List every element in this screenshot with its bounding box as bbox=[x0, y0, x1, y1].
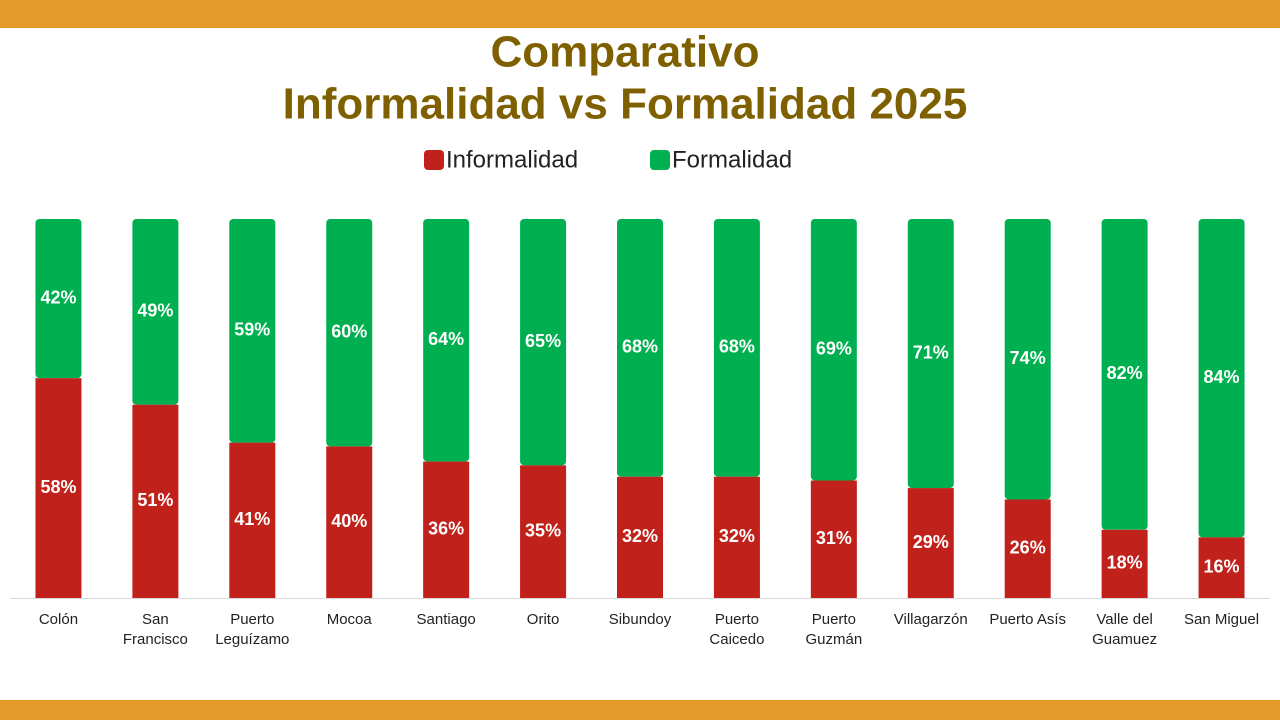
x-tick-label: Orito bbox=[526, 611, 560, 628]
bar-segment bbox=[229, 442, 276, 598]
x-tick-label: Villagarzón bbox=[893, 611, 968, 628]
bottom-band bbox=[0, 700, 1280, 720]
legend-swatch bbox=[424, 150, 444, 170]
value-label: 41% bbox=[234, 509, 270, 529]
value-label: 16% bbox=[1204, 556, 1240, 576]
x-tick-label: Valle del Guamuez bbox=[1092, 611, 1158, 648]
bar-segment bbox=[520, 219, 567, 466]
x-tick-label: Puerto Guzmán bbox=[805, 611, 863, 648]
chart-title: Comparativo bbox=[491, 28, 760, 77]
bar-segment bbox=[713, 476, 760, 598]
bar-segment bbox=[229, 219, 276, 443]
bar-segment bbox=[617, 476, 663, 598]
bar-segment bbox=[1198, 537, 1245, 598]
value-label: 68% bbox=[622, 337, 658, 357]
value-label: 60% bbox=[331, 321, 367, 341]
top-band bbox=[0, 0, 1280, 28]
value-label: 51% bbox=[137, 490, 173, 510]
value-label: 35% bbox=[525, 520, 561, 540]
bar-segment bbox=[132, 219, 179, 405]
value-label: 74% bbox=[1010, 348, 1046, 368]
bar-segment bbox=[713, 219, 760, 477]
bar-segment bbox=[1004, 219, 1051, 500]
x-tick-label: Sibundoy bbox=[608, 611, 672, 628]
legend-label: Informalidad bbox=[446, 146, 578, 173]
value-label: 32% bbox=[622, 526, 658, 546]
value-label: 29% bbox=[913, 532, 949, 552]
value-label: 36% bbox=[428, 519, 464, 539]
x-tick-label: Puerto Asís bbox=[989, 611, 1067, 628]
value-label: 18% bbox=[1107, 553, 1143, 573]
bar-segment bbox=[1004, 499, 1051, 598]
value-label: 32% bbox=[719, 526, 755, 546]
bar-segment bbox=[326, 446, 373, 598]
bar-segment bbox=[1101, 219, 1148, 530]
x-tick-label: Colón bbox=[38, 611, 79, 628]
x-tick-label: Puerto Leguízamo bbox=[215, 611, 290, 648]
bar-segment bbox=[423, 219, 470, 462]
bar-segment bbox=[617, 219, 663, 477]
value-label: 42% bbox=[40, 287, 76, 307]
bar-segment bbox=[907, 488, 954, 598]
legend-swatch bbox=[650, 150, 670, 170]
value-label: 69% bbox=[816, 339, 852, 359]
bar-segment bbox=[1101, 529, 1148, 598]
bar-segment bbox=[35, 219, 82, 379]
value-label: 26% bbox=[1010, 537, 1046, 557]
x-tick-label: Santiago bbox=[416, 611, 476, 628]
value-label: 64% bbox=[428, 329, 464, 349]
value-label: 71% bbox=[913, 342, 949, 362]
bar-segment bbox=[132, 404, 179, 598]
x-tick-label: San Miguel bbox=[1184, 611, 1260, 628]
bar-segment bbox=[810, 480, 857, 598]
bar-segment bbox=[35, 378, 82, 598]
value-label: 31% bbox=[816, 528, 852, 548]
value-label: 82% bbox=[1107, 363, 1143, 383]
value-label: 58% bbox=[40, 477, 76, 497]
x-tick-label: Puerto Caicedo bbox=[709, 611, 765, 648]
x-tick-label: San Francisco bbox=[122, 611, 188, 648]
value-label: 49% bbox=[137, 301, 173, 321]
value-label: 40% bbox=[331, 511, 367, 531]
x-tick-label: Mocoa bbox=[326, 611, 372, 628]
value-label: 59% bbox=[234, 320, 270, 340]
bar-segment bbox=[326, 219, 373, 447]
legend-label: Formalidad bbox=[672, 146, 792, 173]
value-label: 65% bbox=[525, 331, 561, 351]
bar-segment bbox=[1198, 219, 1245, 538]
bar-segment bbox=[423, 461, 470, 598]
chart-title: Informalidad vs Formalidad 2025 bbox=[283, 80, 968, 129]
value-label: 68% bbox=[719, 337, 755, 357]
bar-segment bbox=[907, 219, 954, 489]
value-label: 84% bbox=[1204, 367, 1240, 387]
bar-segment bbox=[810, 219, 857, 481]
bar-segment bbox=[520, 465, 567, 598]
